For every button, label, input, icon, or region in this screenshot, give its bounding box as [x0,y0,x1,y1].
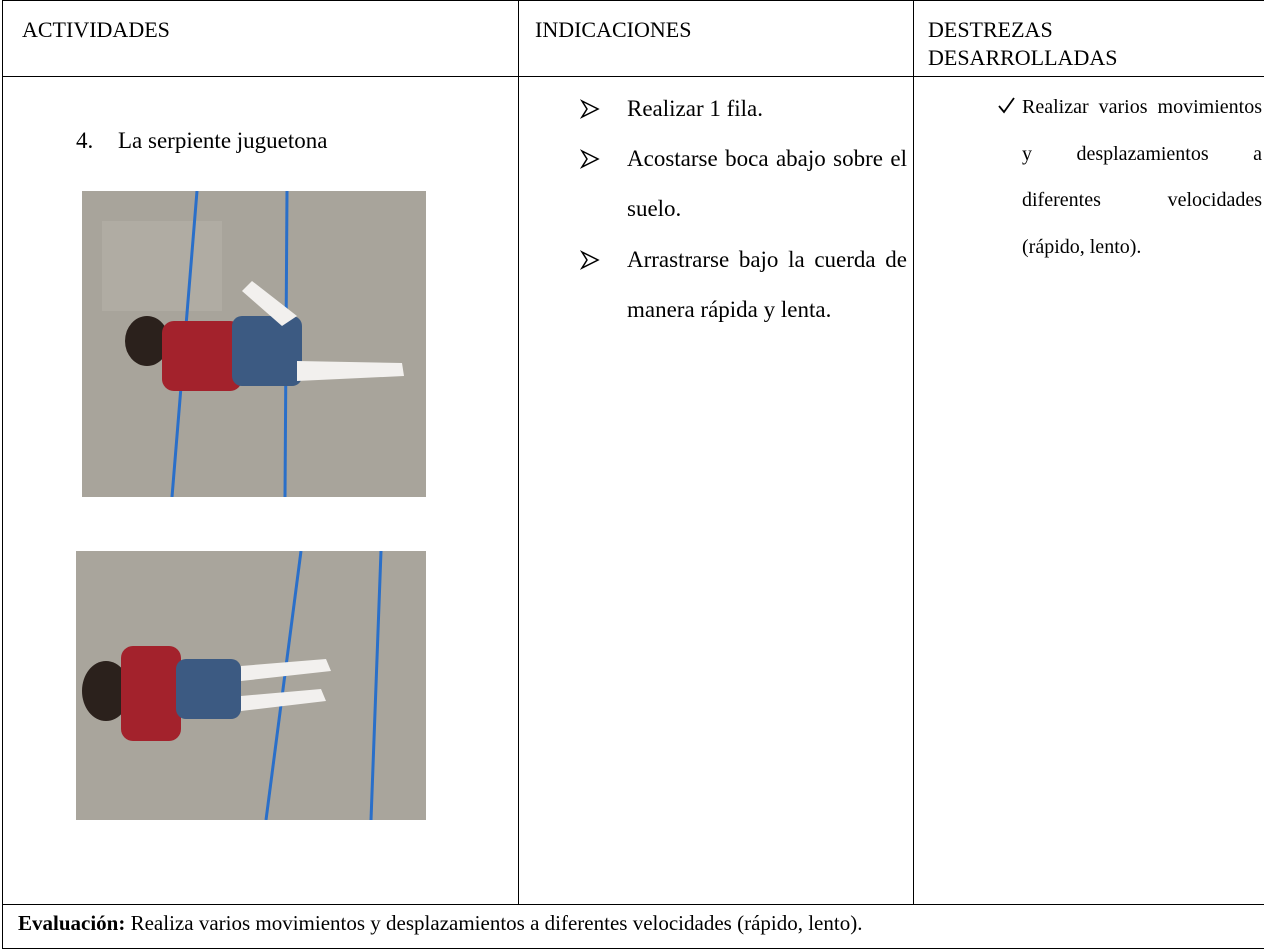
header-cell: INDICACIONES [535,17,692,42]
indication: Arrastrarse bajo la cuerda de manera ráp… [627,247,907,322]
photo [82,191,426,497]
header-cell: ACTIVIDADES [22,17,170,42]
bullets [580,99,600,270]
rule [2,904,1264,905]
photo [76,551,426,820]
rule [2,0,1264,1]
evaluation-label: Evaluación: [18,911,126,935]
rule [913,0,914,905]
header-cell: DESTREZAS DESARROLLADAS [928,17,1118,70]
check-bullet [998,97,1015,114]
rule [518,0,519,905]
indication: Acostarse boca abajo sobre el suelo. [627,146,907,221]
evaluation: Evaluación: Realiza varios movimientos y… [18,911,862,936]
activity-number: 4. [76,128,94,153]
rule [2,0,3,949]
skill: Realizar varios movimientos y desplazami… [1022,96,1262,258]
rule [2,76,1264,77]
indication: Realizar 1 fila. [627,96,764,121]
evaluation-text: Realiza varios movimientos y desplazamie… [130,911,863,935]
activity-title: La serpiente juguetona [118,128,328,153]
